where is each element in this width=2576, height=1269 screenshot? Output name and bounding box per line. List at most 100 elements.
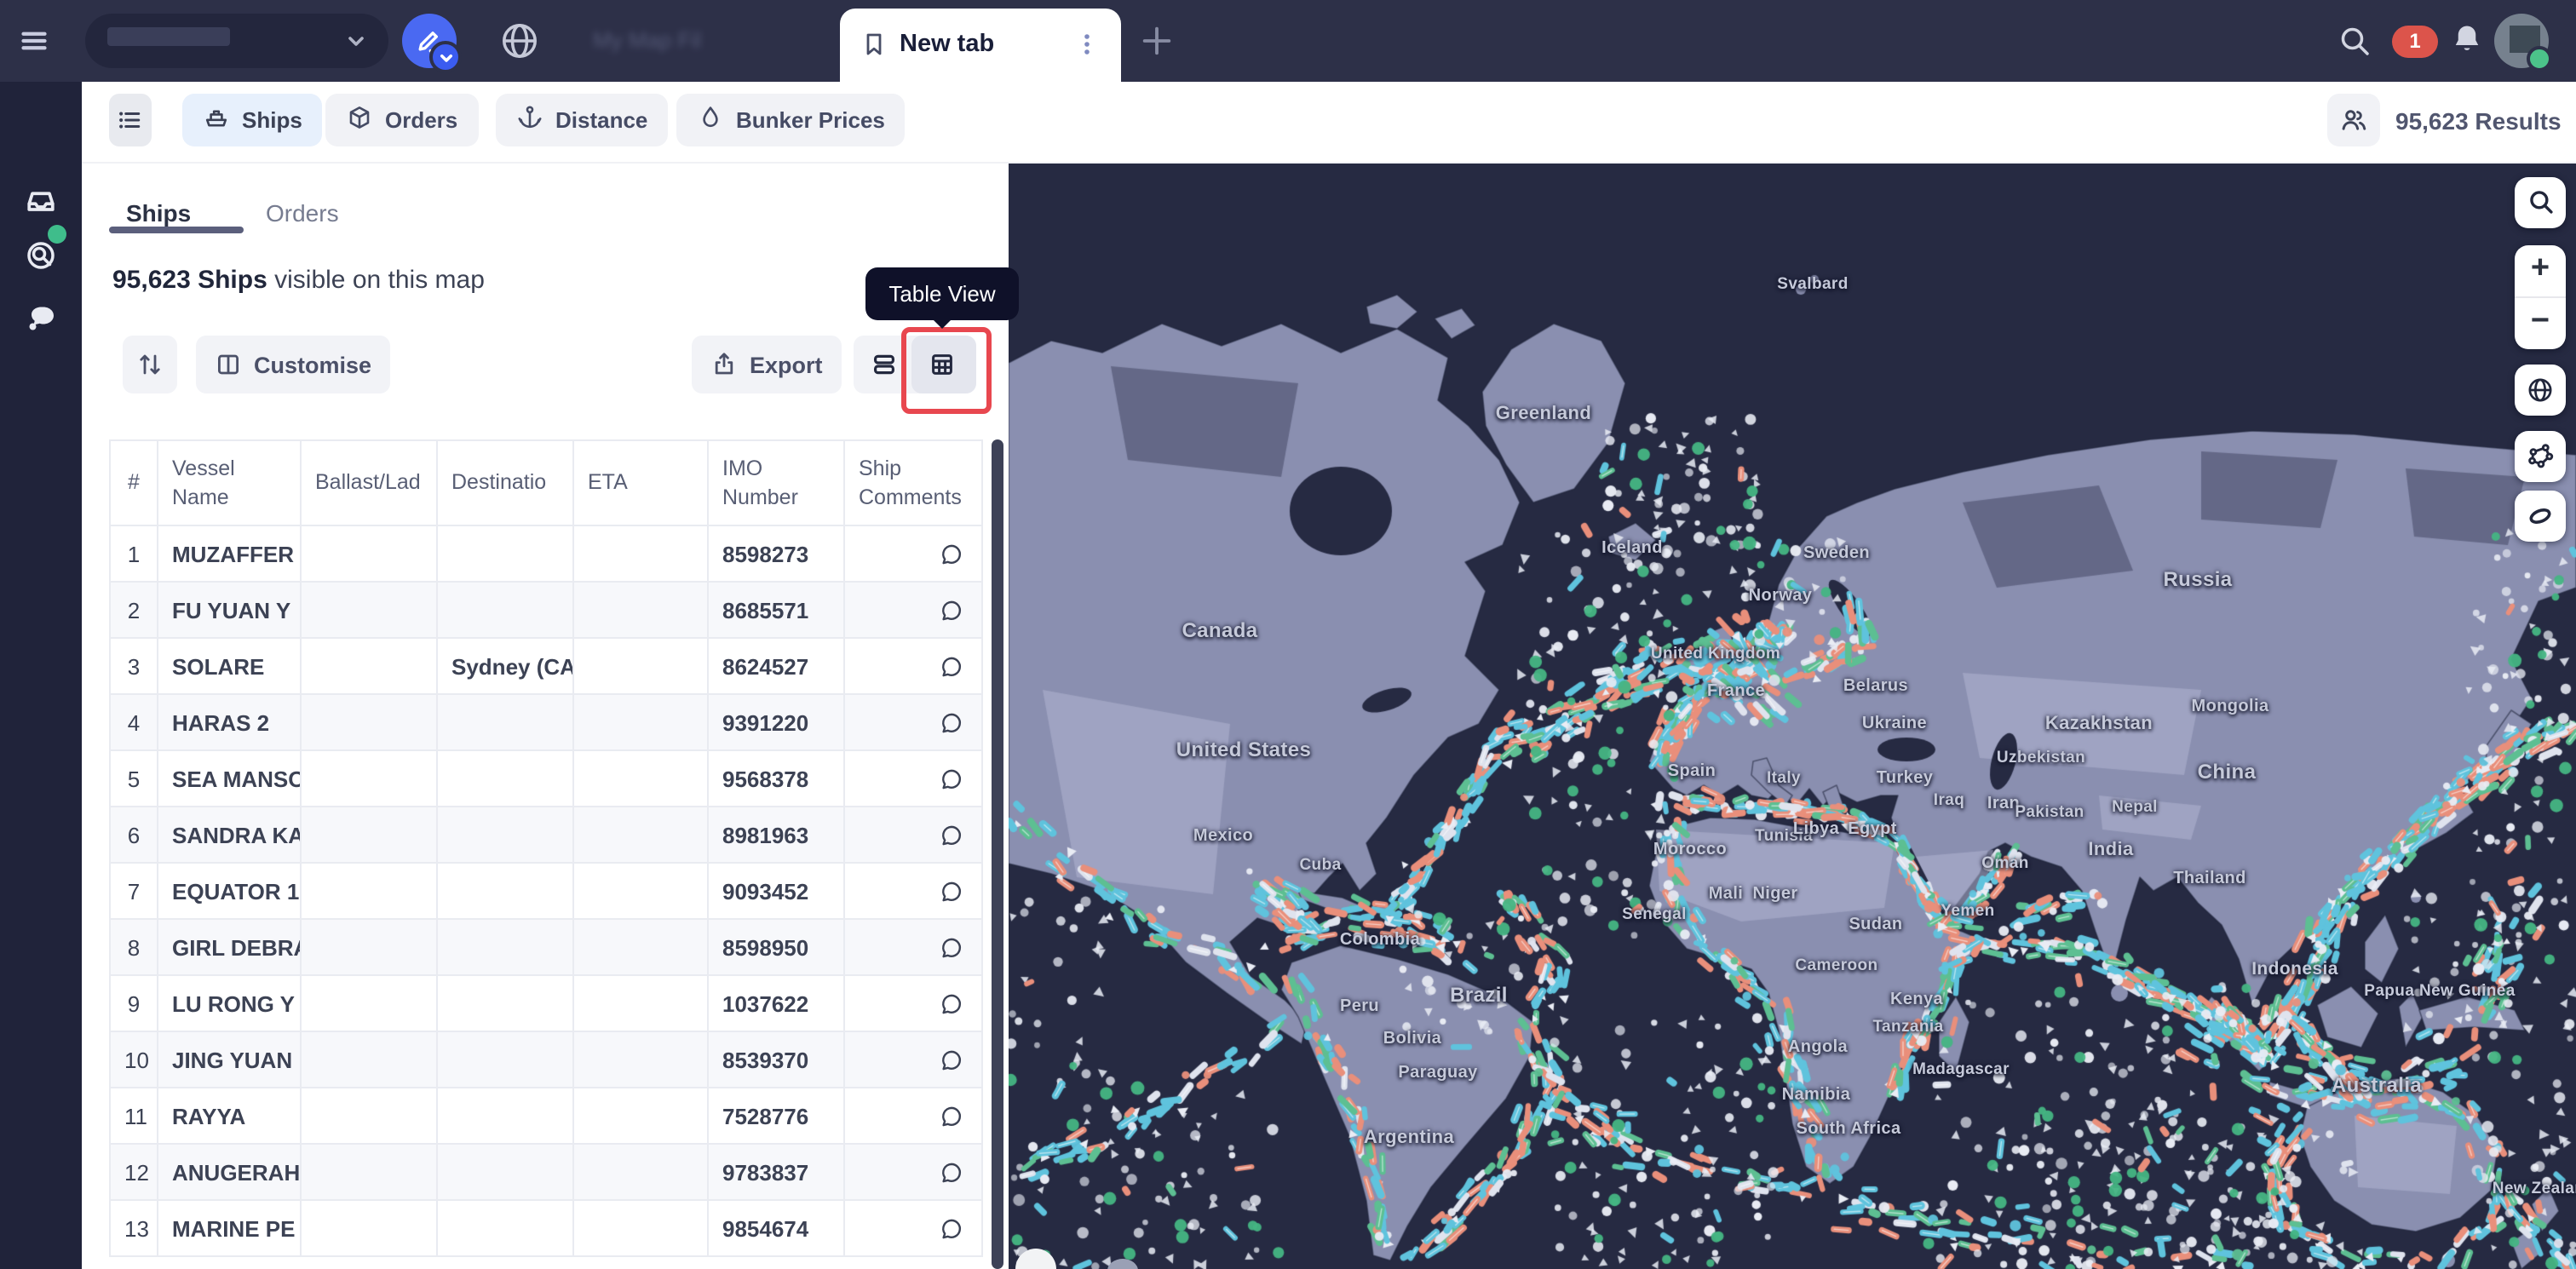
- layer-list-button[interactable]: [109, 94, 152, 146]
- workspace-selector[interactable]: [85, 14, 388, 68]
- chevron-down-icon: [439, 53, 452, 61]
- toolbar-button-ships[interactable]: Ships: [182, 94, 323, 146]
- destination: [436, 1143, 574, 1201]
- sort-button[interactable]: [123, 336, 177, 393]
- customise-button[interactable]: Customise: [196, 336, 391, 393]
- row-number: 8: [109, 918, 158, 976]
- vessel-name: SOLARE: [157, 637, 302, 695]
- zoom-out-button[interactable]: −: [2530, 303, 2550, 339]
- table-row[interactable]: 6 SANDRA KA 8981963: [109, 806, 983, 864]
- polygon-select-button[interactable]: [2515, 431, 2566, 482]
- ship-comment-icon[interactable]: [939, 1046, 964, 1071]
- map-search-button[interactable]: [2515, 177, 2566, 228]
- inbox-icon[interactable]: [24, 184, 58, 218]
- panel-tab-ships[interactable]: Ships: [126, 199, 192, 227]
- row-number: 1: [109, 525, 158, 583]
- map-canvas[interactable]: [1009, 162, 2576, 1269]
- table-row[interactable]: 11 RAYYA 7528776: [109, 1087, 983, 1145]
- globe-icon[interactable]: [497, 19, 542, 63]
- table-view-button[interactable]: [911, 336, 976, 393]
- imo-number: 9854674: [707, 1199, 845, 1257]
- vessel-name: MUZAFFER: [157, 525, 302, 583]
- left-rail: [0, 82, 82, 1269]
- eta: [572, 1143, 709, 1201]
- ship-comment-icon[interactable]: [939, 877, 964, 903]
- map-projection-button[interactable]: [2515, 365, 2566, 416]
- eta: [572, 974, 709, 1032]
- table-row[interactable]: 13 MARINE PE 9854674: [109, 1199, 983, 1257]
- imo-number: 9391220: [707, 693, 845, 751]
- toolbar-button-distance[interactable]: Distance: [496, 94, 669, 146]
- export-button[interactable]: Export: [692, 336, 842, 393]
- hamburger-menu-icon[interactable]: [17, 24, 51, 58]
- panel-tab-orders[interactable]: Orders: [266, 199, 339, 227]
- ship-comment-icon[interactable]: [939, 821, 964, 847]
- results-count: 95,623 Results: [2395, 107, 2562, 135]
- lasso-select-button[interactable]: [2515, 491, 2566, 542]
- avatar[interactable]: [2494, 14, 2552, 72]
- ship-comment-icon[interactable]: [939, 990, 964, 1015]
- ship-comment-icon[interactable]: [939, 709, 964, 734]
- row-number: 6: [109, 806, 158, 864]
- table-row[interactable]: 1 MUZAFFER 8598273: [109, 525, 983, 583]
- map-zoom-controls: + −: [2515, 245, 2566, 349]
- notification-count-badge[interactable]: 1: [2392, 26, 2438, 58]
- ship-comment-icon[interactable]: [939, 652, 964, 678]
- ballast-laden: [300, 1031, 438, 1088]
- table-row[interactable]: 4 HARAS 2 9391220: [109, 693, 983, 751]
- toolbar-button-bunker-prices[interactable]: Bunker Prices: [676, 94, 906, 146]
- imo-number: 8685571: [707, 581, 845, 639]
- ship-comment-icon[interactable]: [939, 1102, 964, 1128]
- column-header[interactable]: IMO Number: [707, 439, 845, 526]
- imo-number: 9093452: [707, 862, 845, 920]
- world-map[interactable]: Canada United States Mexico Cuba Colombia Per…: [1009, 162, 2576, 1269]
- column-header[interactable]: #: [109, 439, 158, 526]
- imo-number: 8598273: [707, 525, 845, 583]
- ship-comment-icon[interactable]: [939, 596, 964, 622]
- destination: [436, 525, 574, 583]
- add-tab-button[interactable]: [1138, 22, 1176, 60]
- table-row[interactable]: 12 ANUGERAH 9783837: [109, 1143, 983, 1201]
- column-header[interactable]: ETA: [572, 439, 709, 526]
- eta: [572, 1087, 709, 1145]
- table-row[interactable]: 7 EQUATOR 1 9093452: [109, 862, 983, 920]
- imo-number: 8598950: [707, 918, 845, 976]
- tab-new-tab[interactable]: New tab: [840, 9, 1121, 82]
- eta: [572, 637, 709, 695]
- destination: [436, 806, 574, 864]
- row-number: 13: [109, 1199, 158, 1257]
- bell-icon[interactable]: [2450, 22, 2484, 56]
- tab-menu-icon[interactable]: [1073, 31, 1101, 58]
- column-header[interactable]: Ballast/Lad: [300, 439, 438, 526]
- table-row[interactable]: 2 FU YUAN Y 8685571: [109, 581, 983, 639]
- table-row[interactable]: 10 JING YUAN 8539370: [109, 1031, 983, 1088]
- zoom-in-button[interactable]: +: [2515, 245, 2566, 298]
- column-header[interactable]: Vessel Name: [157, 439, 302, 526]
- row-number: 3: [109, 637, 158, 695]
- ship-comment-icon[interactable]: [939, 765, 964, 790]
- table-row[interactable]: 8 GIRL DEBRA 8598950: [109, 918, 983, 976]
- toolbar-button-orders[interactable]: Orders: [325, 94, 479, 146]
- column-header[interactable]: Destinatio: [436, 439, 574, 526]
- ship-comment-icon[interactable]: [939, 1214, 964, 1240]
- ship-comment-icon[interactable]: [939, 540, 964, 566]
- edit-mode-dropdown-badge[interactable]: [429, 41, 462, 73]
- table-row[interactable]: 3 SOLARE Sydney (CA 8624527: [109, 637, 983, 695]
- vessel-name: EQUATOR 1: [157, 862, 302, 920]
- list-view-button[interactable]: [854, 336, 915, 393]
- search-icon[interactable]: [2337, 24, 2372, 58]
- ship-comment-icon[interactable]: [939, 933, 964, 959]
- table-row[interactable]: 5 SEA MANSO 9568378: [109, 749, 983, 807]
- edit-mode-button[interactable]: [402, 14, 462, 73]
- eta: [572, 525, 709, 583]
- column-header[interactable]: Ship Comments: [843, 439, 983, 526]
- row-number: 7: [109, 862, 158, 920]
- table-scrollbar[interactable]: [992, 439, 1003, 1269]
- radar-icon[interactable]: [24, 238, 58, 273]
- chat-icon[interactable]: [24, 301, 58, 336]
- imo-number: 1037622: [707, 974, 845, 1032]
- results-people-button[interactable]: [2327, 94, 2380, 146]
- table-row[interactable]: 9 LU RONG Y 1037622: [109, 974, 983, 1032]
- ship-comment-icon[interactable]: [939, 1158, 964, 1184]
